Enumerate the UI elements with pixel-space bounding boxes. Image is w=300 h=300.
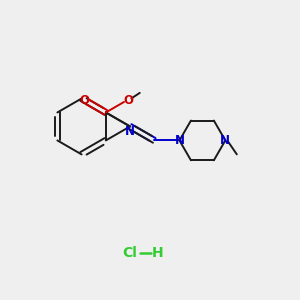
Text: Cl: Cl [122,246,137,260]
Text: H: H [152,246,163,260]
Text: N: N [175,134,184,147]
Text: N: N [220,134,230,147]
Text: O: O [123,94,134,107]
Text: O: O [80,94,90,107]
Text: N: N [125,125,135,138]
